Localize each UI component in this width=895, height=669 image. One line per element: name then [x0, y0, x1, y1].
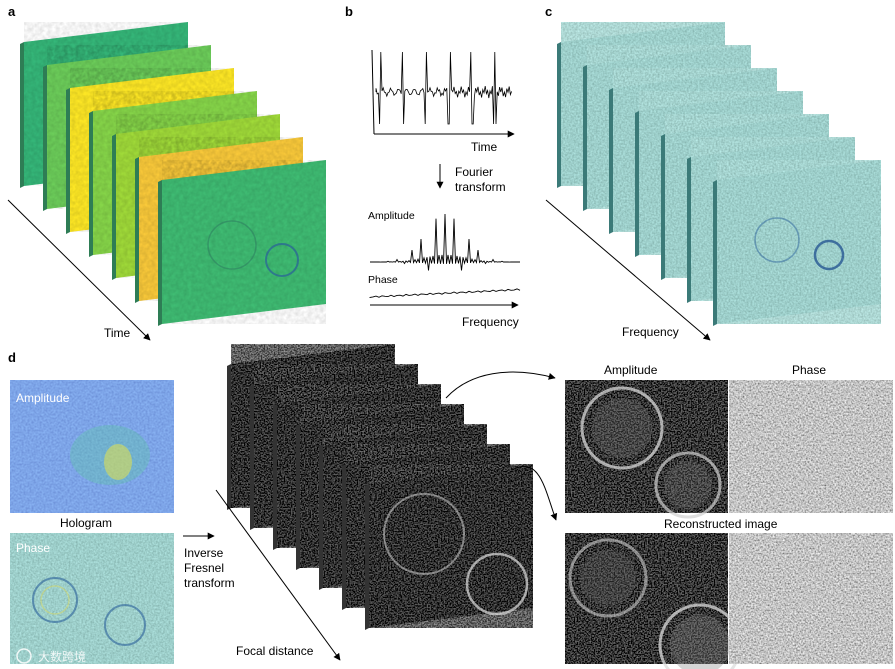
watermark-text: 大数跨境 [38, 649, 86, 664]
focal-stack-frame [365, 464, 533, 630]
focal-distance-label: Focal distance [236, 644, 314, 658]
panel-c-frequency-axis [545, 199, 711, 341]
hologram-phase-image [10, 533, 174, 664]
focal-stack [227, 344, 533, 630]
panel-b-frequency-label: Frequency [462, 315, 519, 329]
reconstructed-amplitude-label: Amplitude [604, 363, 658, 377]
panel-b-amplitude-spectrum [370, 213, 520, 271]
watermark: 大数跨境 [16, 648, 86, 664]
panel-a-frame-stack [20, 22, 326, 326]
inverse-fresnel-line3: transform [184, 576, 235, 590]
panel-c-frequency-label: Frequency [622, 325, 679, 339]
inverse-fresnel-line1: Inverse [184, 546, 224, 560]
panel-a-letter: a [8, 4, 16, 19]
panel-b-amplitude-label: Amplitude [368, 210, 415, 222]
curved-arrow-to-amplitude [445, 371, 556, 399]
panel-d-letter: d [8, 350, 16, 365]
panel-b-fourier-line1: Fourier [455, 165, 493, 179]
panel-b-time-signal [375, 51, 512, 125]
panel-b-phase-label: Phase [368, 274, 398, 286]
panel-b-fourier-line2: transform [455, 180, 506, 194]
inverse-fresnel-line2: Fresnel [184, 561, 224, 575]
hologram-amplitude-label: Amplitude [16, 391, 70, 405]
curved-arrow-to-reconstructed [511, 466, 558, 521]
panel-a-frame [158, 160, 326, 326]
panel-c-letter: c [545, 4, 552, 19]
reconstructed-phase-top [729, 380, 893, 513]
panel-d: d Amplitude Hologram Phase Inverse Fresn… [8, 344, 893, 669]
focal-distance-axis [215, 489, 341, 661]
panel-c-frame-stack [557, 22, 881, 326]
hologram-label: Hologram [60, 516, 112, 530]
panel-a-time-label: Time [104, 326, 131, 340]
watermark-logo-icon [16, 648, 32, 664]
panel-b-phase-curve [369, 288, 521, 299]
panel-a-time-axis [7, 199, 151, 341]
panel-a: a Time [7, 4, 326, 341]
reconstructed-image-label: Reconstructed image [664, 517, 778, 531]
panel-b-letter: b [345, 4, 353, 19]
reconstructed-phase-bottom [729, 533, 893, 664]
panel-c: c Frequency [545, 4, 881, 341]
reconstructed-amplitude-bottom [565, 533, 742, 669]
reconstructed-phase-label: Phase [792, 363, 826, 377]
hologram-phase-label: Phase [16, 541, 50, 555]
panel-b: b Time Fourier transform Amplitude Phase… [345, 4, 521, 329]
panel-b-time-label: Time [471, 140, 498, 154]
reconstructed-amplitude-top [565, 380, 728, 519]
hologram-amplitude-image [10, 380, 174, 513]
panel-b-time-axis [371, 49, 375, 135]
panel-c-frame [713, 160, 881, 326]
